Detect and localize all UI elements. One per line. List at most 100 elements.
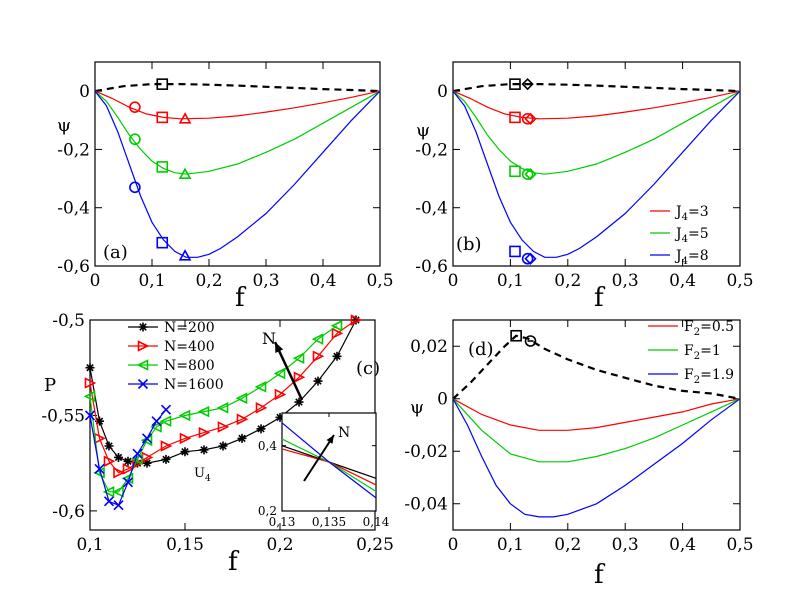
panel-b-ytick-label: 0 [437, 82, 448, 102]
panel-b-marker [524, 252, 537, 265]
panel-c-point [160, 404, 172, 415]
panel-b-marker [509, 165, 521, 178]
panel-b-marker [524, 112, 537, 125]
panel-a-frame [94, 61, 381, 267]
panel-c-point [159, 415, 172, 427]
panel-d-ytick-label: 0 [437, 390, 448, 410]
panel-b-marker [521, 252, 534, 265]
panel-d-series-f2-1-9 [452, 398, 741, 518]
panel-b-xtick-label: 0,2 [554, 271, 581, 291]
panel-d-xtick-label: 0,4 [669, 535, 696, 555]
panel-b-marker [524, 168, 537, 181]
panel-c-point [254, 381, 267, 393]
panel-c-point [84, 377, 97, 389]
panel-b-frame [452, 61, 741, 267]
panel-c-arrow-head [275, 342, 284, 353]
panel-b-ytick-label: -0,6 [415, 257, 448, 277]
panel-b-legend-label: J4=8 [674, 248, 709, 267]
panel-c-legend-marker [136, 359, 149, 371]
panel-c-point [95, 416, 104, 426]
panel-c-point [199, 445, 209, 455]
panel-c-point [160, 440, 173, 452]
panel-c-point [150, 421, 162, 433]
panel-c-point [198, 426, 211, 439]
panel-a-marker [129, 101, 141, 113]
panel-c-annotation: U4 [194, 466, 211, 484]
panel-c-xtick-label: 0,15 [166, 535, 204, 555]
panel-c-point [84, 410, 96, 421]
panel-c-inset-arrow-label: N [338, 425, 350, 441]
panel-d-series-f2-1 [452, 398, 741, 463]
panel-c-point [141, 433, 153, 444]
panel-d-ytick-label: -0,02 [404, 442, 448, 462]
panel-c-inset-arrow-head [326, 435, 334, 444]
panel-c-point [151, 416, 162, 427]
panel-c-point [237, 433, 247, 443]
panel-c-point [273, 367, 286, 380]
panel-c-point [292, 352, 305, 364]
panel-c-point [255, 402, 268, 414]
panel-a-series-green [94, 90, 381, 175]
panel-c-point [197, 405, 210, 418]
panel-c-inset-xtick-label: 0,135 [312, 515, 346, 529]
panel-c-ytick-label: -0,55 [41, 406, 85, 426]
panel-c-point [312, 350, 325, 363]
panel-c-legend-label: N=200 [164, 320, 215, 336]
panel-c-point [350, 314, 363, 326]
panel-d: 0 0,1 0,2 0,3 0,4 0,5 0,02 0 -0,02 -0,04 (d) ψ f F2=0… [404, 319, 753, 590]
panel-c-point [161, 454, 171, 464]
panel-c-point [131, 453, 143, 466]
panel-d-xtick-label: 0,1 [497, 535, 524, 555]
panel-b-marker [521, 78, 534, 91]
panel-d-xlabel: f [594, 560, 606, 590]
panel-a-label: (a) [103, 242, 128, 263]
panel-b-series-blue [452, 90, 741, 258]
panel-a-ylabel: ψ [57, 115, 71, 136]
panel-a-marker [156, 78, 169, 90]
panel-b-xtick-label: 0,3 [612, 271, 639, 291]
panel-a-marker [178, 167, 192, 179]
panel-d-legend-label: F2=1 [684, 343, 721, 362]
panel-c-point [311, 333, 324, 345]
panel-b-marker [521, 168, 534, 180]
panel-c-ytick-label: -0,6 [52, 502, 85, 522]
panel-c-point [275, 412, 285, 422]
panel-c-point [293, 371, 306, 384]
panel-c-point [113, 466, 125, 479]
panel-a-xtick-label: 0,3 [252, 271, 279, 291]
panel-c-point [236, 413, 249, 426]
panel-c-xtick-label: 0,2 [266, 535, 293, 555]
panel-a-ytick-label: -0,4 [57, 199, 90, 219]
panel-d-xtick-label: 0,3 [612, 535, 639, 555]
panel-c-point [218, 441, 228, 451]
panel-b-label: (b) [456, 234, 482, 255]
panel-c-legend-label: N=1600 [164, 377, 224, 393]
panel-c-point [178, 409, 191, 422]
panel-b-legend-label: J4=3 [674, 204, 709, 223]
panel-c-point [217, 421, 230, 433]
panel-c-label: (c) [356, 358, 380, 379]
panel-d-marker [510, 329, 522, 342]
panel-c-point [104, 441, 114, 451]
panel-c-point [216, 402, 229, 414]
panel-c-point [94, 463, 105, 474]
panel-c-point [113, 500, 124, 511]
panel-b-marker [521, 113, 534, 125]
panel-c-legend-marker [138, 322, 148, 332]
panel-b-ylabel: ψ [416, 120, 430, 141]
panel-a-xtick-label: 0 [90, 271, 101, 291]
panel-c-point [112, 486, 124, 498]
panel-a-marker [156, 161, 169, 173]
panel-b-series-green [452, 90, 741, 175]
panel-d-series-dashed [452, 334, 741, 400]
panel-c-legend-marker [137, 378, 149, 390]
panel-d-xtick-label: 0 [448, 535, 459, 555]
panel-c-xlabel: f [228, 547, 240, 577]
panel-c-point [332, 351, 342, 361]
panel-c-point [85, 363, 95, 373]
panel-d-ytick-label: 0,02 [410, 337, 448, 357]
panel-c-point [330, 319, 343, 332]
panel-a-xlabel: f [235, 283, 247, 313]
panel-a-marker [129, 133, 141, 146]
